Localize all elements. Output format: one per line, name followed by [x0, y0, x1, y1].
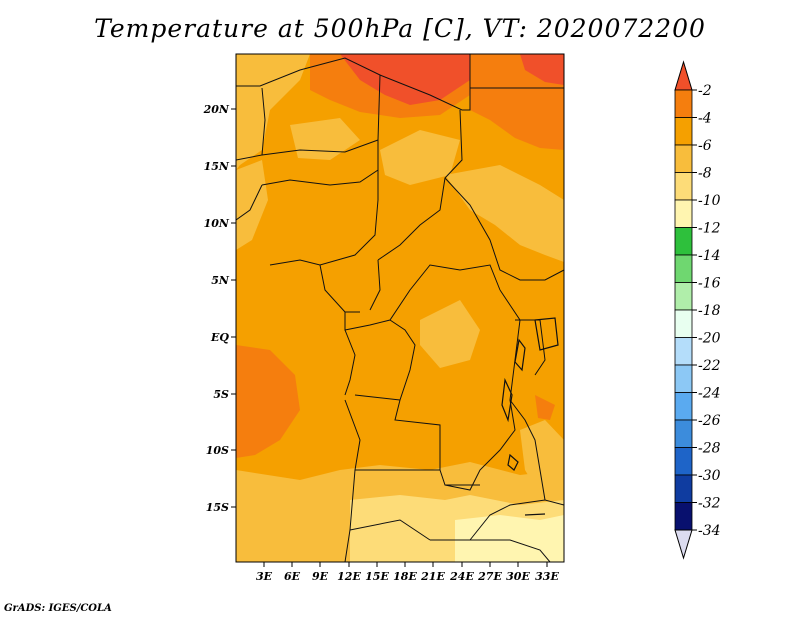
colorbar-label: -18: [698, 303, 721, 319]
latitude-axis: 20N 15N 10N 5N EQ 5S 10S 15S: [203, 103, 236, 514]
temperature-field: [236, 54, 564, 562]
colorbar-swatch: [674, 227, 693, 256]
lon-label-15e: 15E: [365, 570, 389, 583]
lat-label-15s: 15S: [206, 501, 229, 514]
colorbar-swatch: [674, 364, 693, 393]
colorbar-label: -14: [698, 248, 721, 264]
lon-label-6e: 6E: [284, 570, 301, 583]
lon-label-24e: 24E: [449, 570, 474, 583]
colorbar-label: -34: [698, 523, 721, 539]
lon-label-3e: 3E: [256, 570, 273, 583]
colorbar-swatch: [674, 309, 693, 338]
colorbar-label: -8: [698, 166, 712, 182]
colorbar-label: -24: [698, 386, 721, 402]
field-south-pale: [455, 515, 564, 562]
lat-label-15n: 15N: [204, 160, 230, 173]
country-borders: [236, 54, 564, 562]
colorbar-swatch: [674, 337, 693, 366]
colorbar-label: -22: [698, 358, 721, 374]
lon-label-12e: 12E: [337, 570, 361, 583]
colorbar-swatch: [674, 502, 693, 531]
field-congo-patch: [420, 300, 480, 368]
colorbar-swatch: [674, 117, 693, 146]
lon-label-18e: 18E: [393, 570, 417, 583]
lon-label-33e: 33E: [535, 570, 559, 583]
field-west-sahel: [236, 54, 310, 170]
colorbar-label: -26: [698, 413, 721, 429]
lakes: [501, 317, 559, 516]
field-southwest-warm: [236, 345, 300, 458]
lon-label-27e: 27E: [477, 570, 502, 583]
colorbar-swatch: [674, 282, 693, 311]
lat-label-10s: 10S: [206, 444, 229, 457]
colorbar-label: -12: [698, 221, 721, 237]
longitude-axis: 3E 6E 9E 12E 15E 18E 21E 24E 27E 30E 33E: [256, 562, 559, 583]
field-east-patch: [520, 420, 564, 500]
colorbar-swatch: [674, 419, 693, 448]
lat-label-5n: 5N: [211, 274, 230, 287]
colorbar-label: -28: [698, 441, 721, 457]
colorbar-swatch: [674, 392, 693, 421]
colorbar-label: -10: [698, 193, 721, 209]
field-north-hot: [340, 54, 470, 105]
colorbar-top-arrow: [674, 60, 693, 91]
lon-label-21e: 21E: [420, 570, 445, 583]
colorbar-label: -32: [698, 496, 721, 512]
colorbar-swatch: [674, 89, 693, 118]
map-frame: [235, 53, 565, 563]
field-sudan-patch: [445, 165, 564, 262]
colorbar-swatch: [674, 474, 693, 503]
colorbar-label: -6: [698, 138, 712, 154]
colorbar-label: -30: [698, 468, 721, 484]
field-northeast-hot: [520, 54, 564, 85]
lat-label-10n: 10N: [204, 217, 230, 230]
lat-label-eq: EQ: [210, 331, 229, 344]
lat-label-5s: 5S: [213, 388, 229, 401]
grads-credit: GrADS: IGES/COLA: [4, 603, 112, 614]
colorbar-label: -20: [698, 331, 721, 347]
field-chad-patch: [380, 130, 460, 185]
colorbar-swatch: [674, 254, 693, 283]
colorbar: -2 -4 -6 -8 -10 -12 -14 -16 -18 -20 -22 -24 -26 -28 -3…: [674, 60, 721, 560]
colorbar-bottom-arrow: [674, 529, 693, 560]
lon-label-9e: 9E: [312, 570, 329, 583]
map-title: Temperature at 500hPa [C], VT: 202007220…: [94, 14, 706, 43]
lat-label-20n: 20N: [203, 103, 230, 116]
colorbar-swatch: [674, 199, 693, 228]
lon-label-30e: 30E: [506, 570, 530, 583]
colorbar-swatch: [674, 144, 693, 173]
colorbar-label: -4: [698, 111, 712, 127]
colorbar-label: -16: [698, 276, 721, 292]
colorbar-swatch: [674, 172, 693, 201]
field-niger-patch: [290, 118, 360, 160]
field-east-warm: [535, 395, 555, 420]
colorbar-label: -2: [698, 83, 712, 99]
colorbar-swatch: [674, 447, 693, 476]
